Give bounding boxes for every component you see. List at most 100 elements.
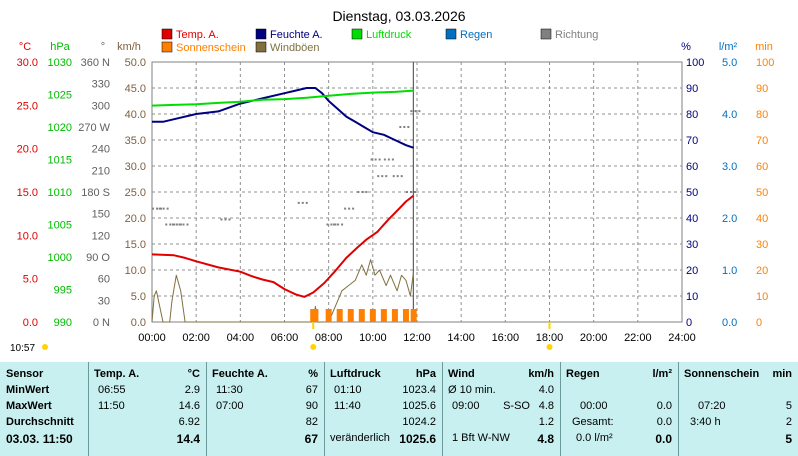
- direction-tick-label: 300: [92, 100, 110, 112]
- wind-tick-label: 0.0: [131, 317, 146, 329]
- rain-column: Regen l/m² 00:00 0.0 Gesamt: 0.0 0.0 l/m² 0.…: [560, 362, 679, 456]
- sunshine-bar: [358, 309, 365, 322]
- wind-tick-label: 45.0: [125, 83, 146, 95]
- x-tick-label: 14:00: [447, 332, 475, 344]
- direction-tick-label: 150: [92, 209, 110, 221]
- chart-legend: Temp. A. Feuchte A. Luftdruck Regen Richtung…: [161, 28, 598, 54]
- humidity-tick-label: 50: [686, 187, 698, 199]
- humidity-tick-label: 100: [686, 57, 704, 69]
- sun-tick-label: 70: [756, 135, 768, 147]
- series-line-temp--a-: [151, 194, 415, 298]
- rain-current-value: 0.0: [655, 432, 672, 446]
- pressure-tick-label: 990: [54, 317, 72, 329]
- humidity-column: Feuchte A.% 11:30 67 07:00 90 82 67: [206, 362, 325, 456]
- humidity-tick-label: 40: [686, 213, 698, 225]
- wind-tick-label: 20.0: [125, 213, 146, 225]
- humidity-header: Feuchte A.: [212, 368, 268, 380]
- wind-current-value: 4.8: [537, 432, 554, 446]
- rain-tick-label: 0.0: [722, 317, 737, 329]
- sun-tick-label: 60: [756, 161, 768, 173]
- pressure-min-time: 01:10: [334, 384, 362, 396]
- sun-axis-unit: min: [755, 41, 773, 53]
- wind-avg-value: 4.0: [538, 384, 554, 396]
- temp-tick-label: 0.0: [23, 317, 38, 329]
- temp-tick-label: 30.0: [17, 57, 38, 69]
- wind-tick-label: 25.0: [125, 187, 146, 199]
- direction-tick-label: 360 N: [81, 57, 110, 69]
- direction-tick-label: 180 S: [81, 187, 110, 199]
- humidity-tick-label: 10: [686, 291, 698, 303]
- sun-unit: min: [772, 368, 792, 380]
- chart-grid: [152, 62, 682, 322]
- pressure-min-value: 1023.4: [402, 384, 436, 396]
- pressure-trend: veränderlich: [330, 432, 390, 444]
- pressure-tick-label: 1005: [48, 220, 72, 232]
- sun-current-value: 5: [785, 432, 792, 446]
- wind-max-value: 4.8: [538, 400, 554, 412]
- rain-tick-label: 4.0: [722, 109, 737, 121]
- pressure-tick-label: 1030: [48, 57, 72, 69]
- rain-total-value: 0.0: [656, 416, 672, 428]
- pressure-current-value: 1025.6: [399, 432, 436, 446]
- temp-header: Temp. A.: [94, 368, 140, 380]
- x-tick-label: 20:00: [580, 332, 608, 344]
- right-axes: 1009080706050403020100%5.04.03.02.01.00.…: [681, 41, 774, 329]
- humidity-tick-label: 20: [686, 265, 698, 277]
- wind-tick-label: 50.0: [125, 57, 146, 69]
- x-tick-label: 18:00: [536, 332, 564, 344]
- sensor-column: Sensor MinWert MaxWert Durchschnitt 03.0…: [0, 362, 89, 456]
- sunshine-bar: [402, 309, 409, 322]
- sun-tick-label: 20: [756, 265, 768, 277]
- wind-column: Wind km/h Ø 10 min. 4.0 09:00 S-SO 4.8 1.2 1…: [442, 362, 561, 456]
- legend-swatch: [445, 28, 457, 40]
- sun-marker: [42, 344, 48, 350]
- legend-label: Regen: [460, 29, 492, 41]
- sun-tick-label: 10: [756, 291, 768, 303]
- sun-max-time: 07:20: [698, 400, 726, 412]
- legend-label: Feuchte A.: [270, 29, 323, 41]
- temp-column: Temp. A. °C 06:55 2.9 11:50 14.6 6.92 14.4: [88, 362, 207, 456]
- rain-current-label: 0.0 l/m²: [576, 432, 613, 444]
- wind-tick-label: 10.0: [125, 265, 146, 277]
- direction-tick-label: 240: [92, 144, 110, 156]
- sun-header: Sonnenschein: [684, 368, 760, 380]
- humidity-tick-label: 0: [686, 317, 692, 329]
- sunshine-bar: [312, 309, 319, 322]
- sun-column: Sonnenschein min 07:20 5 3:40 h 2 5: [678, 362, 798, 456]
- left-axes: 30.0 25.0 20.0 15.0 10.0 5.0 0.0 °C 1030 1025 1020…: [17, 41, 146, 329]
- weather-chart: Dienstag, 03.03.2026 Temp. A. Feuchte A. L…: [10, 8, 774, 354]
- humidity-max-value: 90: [305, 400, 318, 412]
- sun-tick-label: 90: [756, 83, 768, 95]
- rain-max-time: 00:00: [580, 400, 608, 412]
- temp-min-time: 06:55: [98, 384, 126, 396]
- legend-label: Luftdruck: [366, 29, 412, 41]
- direction-tick-label: 90 O: [86, 252, 110, 264]
- direction-tick-label: 30: [98, 295, 110, 307]
- pressure-tick-label: 1020: [48, 122, 72, 134]
- chart-title: Dienstag, 03.03.2026: [332, 8, 465, 24]
- temp-tick-label: 20.0: [17, 144, 38, 156]
- x-tick-label: 08:00: [315, 332, 343, 344]
- wind-tick-label: 35.0: [125, 135, 146, 147]
- series-line-luftdruck: [151, 89, 414, 107]
- direction-tick-label: 270 W: [78, 122, 110, 134]
- row-label-min: MinWert: [6, 384, 50, 396]
- temp-tick-label: 15.0: [17, 187, 38, 199]
- sunshine-bar: [391, 309, 398, 322]
- sunshine-bar: [369, 309, 376, 322]
- humidity-min-value: 67: [305, 384, 318, 396]
- pressure-unit: hPa: [415, 368, 436, 380]
- temp-tick-label: 10.0: [17, 230, 38, 242]
- rain-tick-label: 3.0: [722, 161, 737, 173]
- legend-swatch: [540, 28, 552, 40]
- pressure-tick-label: 1010: [48, 187, 72, 199]
- sun-tick-label: 100: [756, 57, 774, 69]
- sunrise-marker: [310, 344, 317, 350]
- sun-tick-label: 40: [756, 213, 768, 225]
- wind-tick-label: 40.0: [125, 109, 146, 121]
- temp-tick-label: 5.0: [23, 274, 38, 286]
- rain-total-label: Gesamt:: [572, 416, 614, 428]
- x-tick-label: 02:00: [182, 332, 210, 344]
- pressure-tick-label: 1025: [48, 90, 72, 102]
- temp-current-value: 14.4: [176, 432, 200, 446]
